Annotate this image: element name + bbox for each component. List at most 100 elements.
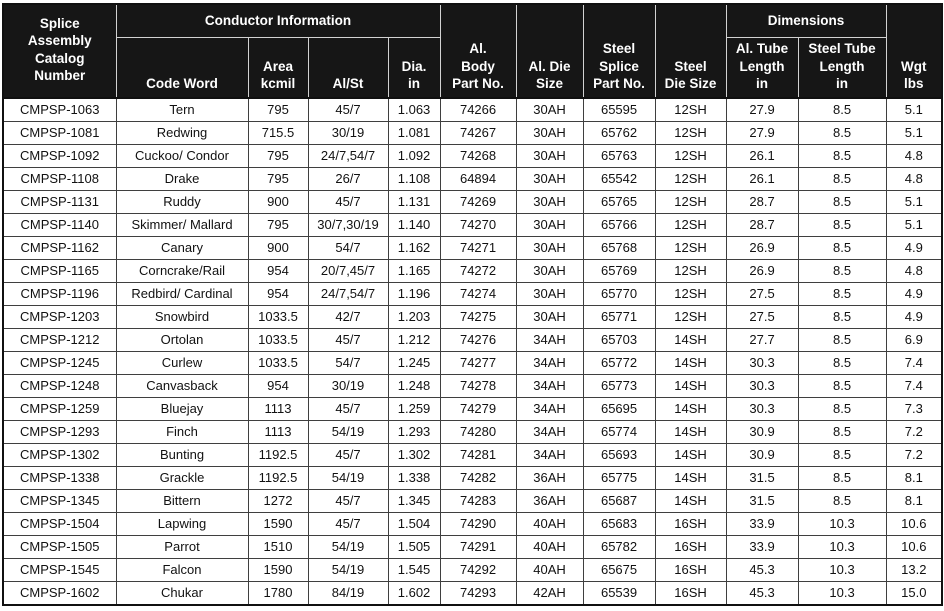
cell-steel_splice_part_no: 65595: [582, 97, 656, 122]
cell-al_die_size: 34AH: [515, 419, 584, 444]
cell-wgt_lbs: 13.2: [885, 557, 943, 582]
cell-al_st: 30/7,30/19: [307, 212, 389, 237]
cell-catalog_number: CMPSP-1162: [2, 235, 117, 260]
cell-al_body_part_no: 74270: [439, 212, 517, 237]
cell-al_tube_length_in: 33.9: [725, 511, 799, 536]
cell-catalog_number: CMPSP-1165: [2, 258, 117, 283]
table-row: CMPSP-1248 Canvasback 954 30/19 1.248 74278 34…: [2, 373, 943, 398]
cell-dia_in: 1.245: [387, 350, 441, 375]
cell-al_st: 54/19: [307, 465, 389, 490]
cell-code_word: Parrot: [115, 534, 249, 559]
cell-catalog_number: CMPSP-1245: [2, 350, 117, 375]
header-dimensions: Dimensions: [725, 3, 887, 38]
cell-al_body_part_no: 74271: [439, 235, 517, 260]
table-row: CMPSP-1131 Ruddy 900 45/7 1.131 74269 30AH 6576…: [2, 189, 943, 214]
cell-area_kcmil: 795: [247, 143, 309, 168]
cell-al_die_size: 30AH: [515, 166, 584, 191]
cell-al_die_size: 30AH: [515, 258, 584, 283]
cell-steel_splice_part_no: 65771: [582, 304, 656, 329]
cell-al_st: 26/7: [307, 166, 389, 191]
cell-al_die_size: 30AH: [515, 120, 584, 145]
cell-area_kcmil: 1590: [247, 511, 309, 536]
cell-al_st: 54/19: [307, 419, 389, 444]
cell-al_die_size: 34AH: [515, 373, 584, 398]
cell-steel_die_size: 12SH: [654, 212, 727, 237]
table-row: CMPSP-1545 Falcon 1590 54/19 1.545 74292 40AH 6…: [2, 557, 943, 582]
cell-area_kcmil: 1113: [247, 419, 309, 444]
cell-area_kcmil: 1033.5: [247, 327, 309, 352]
cell-steel_splice_part_no: 65769: [582, 258, 656, 283]
cell-code_word: Snowbird: [115, 304, 249, 329]
cell-al_body_part_no: 74280: [439, 419, 517, 444]
cell-wgt_lbs: 5.1: [885, 189, 943, 214]
cell-steel_die_size: 14SH: [654, 465, 727, 490]
cell-al_body_part_no: 74268: [439, 143, 517, 168]
cell-dia_in: 1.504: [387, 511, 441, 536]
cell-steel_splice_part_no: 65687: [582, 488, 656, 513]
cell-al_die_size: 34AH: [515, 327, 584, 352]
cell-steel_tube_length_in: 8.5: [797, 327, 887, 352]
cell-area_kcmil: 954: [247, 258, 309, 283]
table-row: CMPSP-1162 Canary 900 54/7 1.162 74271 30AH 657…: [2, 235, 943, 260]
table-row: CMPSP-1063 Tern 795 45/7 1.063 74266 30AH 65595…: [2, 97, 943, 122]
header-row-groups: Splice Assembly Catalog Number Conductor…: [2, 3, 943, 99]
cell-steel_tube_length_in: 10.3: [797, 557, 887, 582]
cell-code_word: Ruddy: [115, 189, 249, 214]
table-row: CMPSP-1504 Lapwing 1590 45/7 1.504 74290 40AH 6…: [2, 511, 943, 536]
cell-steel_die_size: 16SH: [654, 557, 727, 582]
table-row: CMPSP-1081 Redwing 715.5 30/19 1.081 74267 30A…: [2, 120, 943, 145]
cell-steel_die_size: 14SH: [654, 488, 727, 513]
cell-catalog_number: CMPSP-1293: [2, 419, 117, 444]
cell-al_tube_length_in: 27.7: [725, 327, 799, 352]
cell-code_word: Redwing: [115, 120, 249, 145]
cell-steel_splice_part_no: 65775: [582, 465, 656, 490]
cell-steel_die_size: 14SH: [654, 350, 727, 375]
cell-al_die_size: 34AH: [515, 396, 584, 421]
cell-steel_tube_length_in: 8.5: [797, 350, 887, 375]
cell-steel_tube_length_in: 8.5: [797, 97, 887, 122]
cell-steel_splice_part_no: 65763: [582, 143, 656, 168]
cell-wgt_lbs: 5.1: [885, 97, 943, 122]
cell-wgt_lbs: 7.2: [885, 419, 943, 444]
cell-area_kcmil: 954: [247, 281, 309, 306]
cell-steel_tube_length_in: 8.5: [797, 120, 887, 145]
cell-steel_die_size: 12SH: [654, 120, 727, 145]
cell-steel_tube_length_in: 8.5: [797, 281, 887, 306]
cell-al_tube_length_in: 45.3: [725, 580, 799, 606]
cell-al_tube_length_in: 30.9: [725, 419, 799, 444]
cell-steel_die_size: 14SH: [654, 442, 727, 467]
cell-code_word: Bluejay: [115, 396, 249, 421]
cell-steel_splice_part_no: 65766: [582, 212, 656, 237]
cell-al_body_part_no: 74276: [439, 327, 517, 352]
cell-steel_tube_length_in: 8.5: [797, 235, 887, 260]
cell-al_tube_length_in: 31.5: [725, 465, 799, 490]
cell-al_die_size: 40AH: [515, 534, 584, 559]
cell-al_body_part_no: 74291: [439, 534, 517, 559]
cell-wgt_lbs: 8.1: [885, 488, 943, 513]
cell-steel_splice_part_no: 65539: [582, 580, 656, 606]
cell-al_tube_length_in: 26.1: [725, 166, 799, 191]
header-al-body-part-no: Al. Body Part No.: [439, 3, 517, 99]
cell-dia_in: 1.196: [387, 281, 441, 306]
cell-dia_in: 1.505: [387, 534, 441, 559]
cell-catalog_number: CMPSP-1063: [2, 97, 117, 122]
cell-dia_in: 1.162: [387, 235, 441, 260]
cell-catalog_number: CMPSP-1602: [2, 580, 117, 606]
cell-area_kcmil: 795: [247, 97, 309, 122]
cell-al_st: 45/7: [307, 189, 389, 214]
cell-al_body_part_no: 74293: [439, 580, 517, 606]
cell-catalog_number: CMPSP-1338: [2, 465, 117, 490]
cell-catalog_number: CMPSP-1108: [2, 166, 117, 191]
cell-steel_tube_length_in: 8.5: [797, 488, 887, 513]
table-row: CMPSP-1245 Curlew 1033.5 54/7 1.245 74277 34AH…: [2, 350, 943, 375]
cell-steel_tube_length_in: 8.5: [797, 212, 887, 237]
cell-wgt_lbs: 10.6: [885, 534, 943, 559]
cell-al_die_size: 40AH: [515, 511, 584, 536]
cell-wgt_lbs: 7.4: [885, 350, 943, 375]
cell-steel_tube_length_in: 8.5: [797, 396, 887, 421]
cell-steel_die_size: 16SH: [654, 580, 727, 606]
header-steel-tube-length: Steel Tube Length in: [797, 36, 887, 99]
cell-al_die_size: 40AH: [515, 557, 584, 582]
cell-steel_die_size: 12SH: [654, 281, 727, 306]
